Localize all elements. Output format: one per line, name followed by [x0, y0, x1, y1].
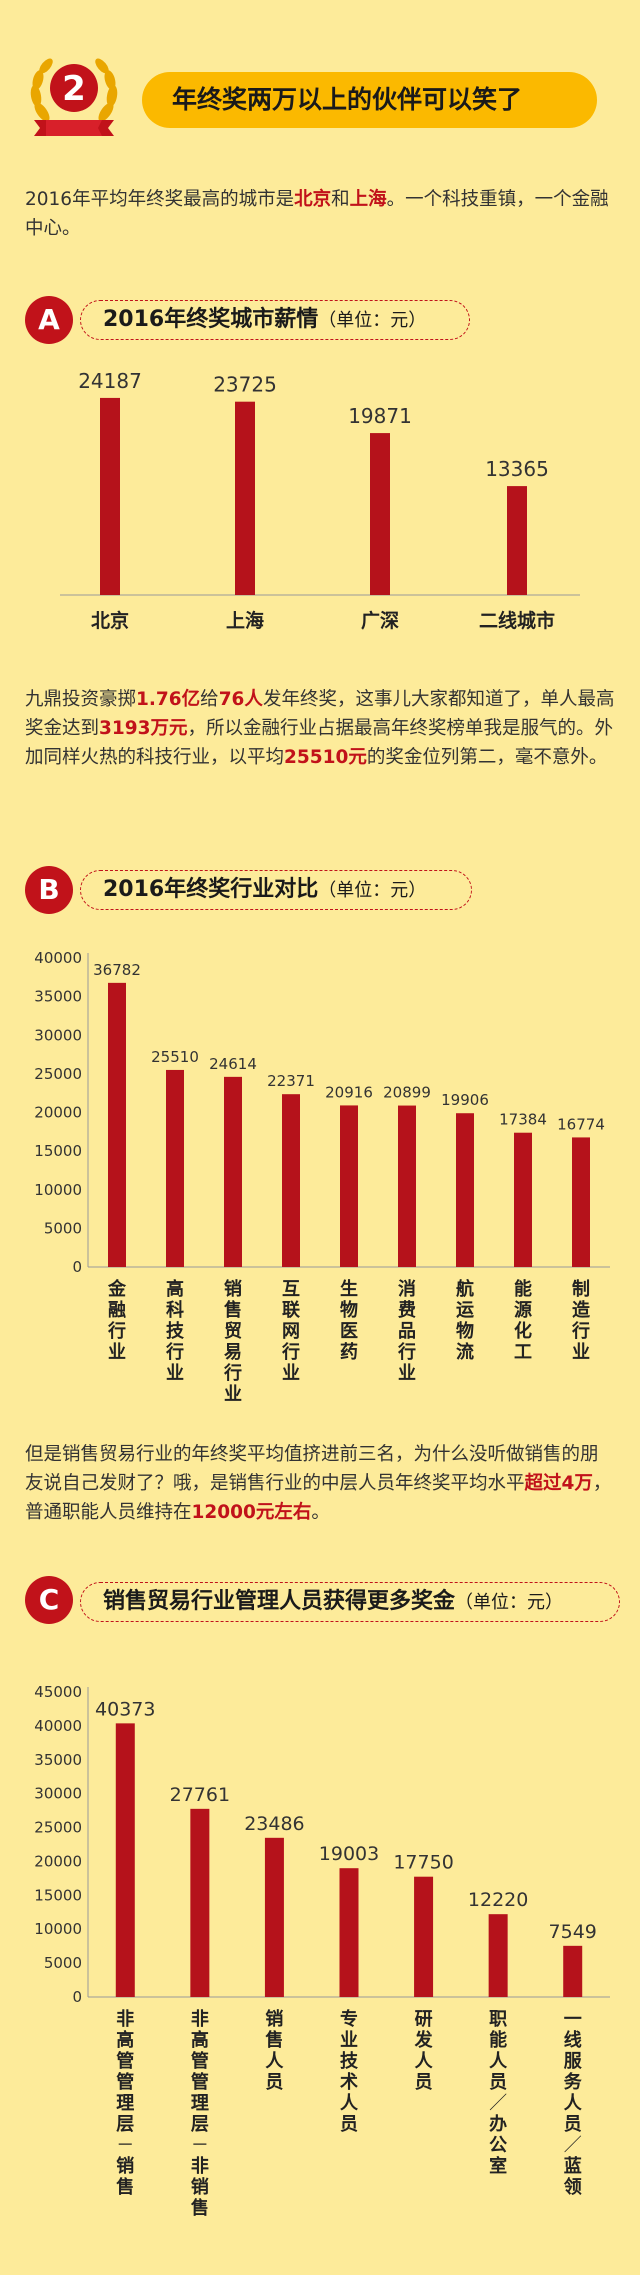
y-tick-label: 10000	[34, 1920, 82, 1938]
category-label: 互联网行业	[281, 1279, 300, 1384]
ranking-badge-icon: 2	[30, 58, 118, 136]
bar	[340, 1105, 358, 1267]
category-label: 生物医药	[340, 1278, 358, 1363]
data-label: 17384	[499, 1111, 547, 1129]
y-tick-label: 30000	[34, 1026, 82, 1044]
y-tick-label: 5000	[44, 1219, 82, 1237]
category-label: 制造行业	[571, 1279, 590, 1363]
category-label: 消费品行业	[397, 1278, 416, 1384]
y-tick-label: 15000	[34, 1142, 82, 1160]
bar	[514, 1132, 532, 1267]
data-label: 40373	[95, 1698, 155, 1720]
data-label: 36782	[93, 961, 141, 979]
data-label: 19871	[348, 404, 412, 428]
bar	[166, 1069, 184, 1267]
category-label: 航运物流	[456, 1278, 474, 1363]
bar	[282, 1094, 300, 1267]
category-label: 销售贸易行业	[223, 1278, 242, 1405]
bar	[414, 1876, 434, 1997]
section-a-title: 2016年终奖城市薪情（单位：元）	[80, 300, 470, 340]
data-label: 23725	[213, 373, 277, 397]
header-title: 年终奖两万以上的伙伴可以笑了	[142, 72, 597, 128]
bar	[456, 1113, 474, 1267]
data-label: 7549	[549, 1921, 597, 1943]
bar	[264, 1837, 284, 1997]
y-tick-label: 45000	[34, 1683, 82, 1701]
bar	[398, 1105, 416, 1267]
paragraph-sales: 但是销售贸易行业的年终奖平均值挤进前三名，为什么没听做销售的朋友说自己发财了？哦…	[25, 1444, 612, 1523]
bar	[235, 401, 255, 595]
y-tick-label: 15000	[34, 1886, 82, 1904]
city-shanghai: 上海	[349, 189, 387, 210]
data-label: 13365	[485, 457, 549, 481]
data-label: 24614	[209, 1055, 257, 1073]
bar	[224, 1076, 242, 1267]
data-label: 25510	[151, 1048, 199, 1066]
bar	[507, 486, 527, 595]
y-tick-label: 20000	[34, 1852, 82, 1870]
bar	[488, 1914, 508, 1997]
bar	[108, 982, 126, 1267]
data-label: 23486	[244, 1813, 304, 1835]
category-label: 北京	[91, 609, 129, 632]
city-beijing: 北京	[294, 189, 332, 210]
y-tick-label: 40000	[34, 949, 82, 967]
y-tick-label: 5000	[44, 1954, 82, 1972]
data-label: 20899	[383, 1084, 431, 1102]
section-b-title: 2016年终奖行业对比（单位：元）	[80, 870, 472, 910]
data-label: 27761	[170, 1784, 230, 1806]
y-tick-label: 0	[72, 1988, 82, 2006]
category-label: 金融行业	[107, 1278, 127, 1363]
badge-number: 2	[62, 69, 86, 109]
category-label: 职能人员／办公室	[489, 2009, 508, 2177]
category-label: 销售人员	[265, 2008, 284, 2093]
chart-industry-bonus: 0 5000 10000 15000 20000 25000 30000 35000 40000…	[34, 949, 610, 1405]
section-c-title: 销售贸易行业管理人员获得更多奖金（单位：元）	[80, 1582, 620, 1622]
category-label: 一线服务人员／蓝领	[564, 2009, 583, 2198]
bar	[370, 433, 390, 595]
chart-city-bonus: 24187 北京 23725 上海 19871 广深 13365 二线城市	[60, 369, 580, 632]
intro-paragraph: 2016年平均年终奖最高的城市是北京和上海。一个科技重镇，一个金融中心。	[25, 189, 609, 239]
y-tick-label: 25000	[34, 1065, 82, 1083]
bar	[339, 1868, 359, 1997]
y-tick-label: 35000	[34, 1751, 82, 1769]
data-label: 24187	[78, 369, 142, 393]
category-label: 广深	[361, 609, 399, 632]
category-label: 研发人员	[414, 2009, 434, 2093]
section-a-badge: A	[25, 296, 73, 344]
paragraph-finance: 九鼎投资豪掷1.76亿给76人发年终奖，这事儿大家都知道了，单人最高奖金达到31…	[25, 689, 615, 768]
data-label: 19906	[441, 1091, 489, 1109]
y-tick-label: 0	[72, 1258, 82, 1276]
data-label: 12220	[468, 1889, 528, 1911]
bar	[572, 1137, 590, 1267]
bar	[100, 397, 120, 595]
y-tick-label: 30000	[34, 1785, 82, 1803]
y-tick-label: 35000	[34, 988, 82, 1006]
category-label: 上海	[226, 609, 264, 632]
category-label: 高科技行业	[165, 1278, 185, 1384]
y-tick-label: 10000	[34, 1181, 82, 1199]
category-label: 非高管管理层－销售	[116, 2008, 134, 2198]
data-label: 17750	[393, 1852, 453, 1874]
data-label: 19003	[319, 1843, 379, 1865]
y-tick-label: 25000	[34, 1819, 82, 1837]
section-b-badge: B	[25, 866, 73, 914]
data-label: 20916	[325, 1083, 373, 1101]
bar	[115, 1723, 135, 1997]
category-label: 非高管管理层－非销售	[191, 2008, 209, 2219]
category-label: 能源化工	[514, 1278, 532, 1363]
section-c-badge: C	[25, 1576, 73, 1624]
data-label: 22371	[267, 1072, 315, 1090]
bar	[190, 1808, 210, 1997]
bar	[563, 1945, 583, 1997]
category-label: 专业技术人员	[340, 2008, 359, 2135]
y-tick-label: 20000	[34, 1104, 82, 1122]
chart-sales-roles-bonus: 0 5000 10000 15000 20000 25000 30000 35000 40000…	[34, 1683, 610, 2219]
y-tick-label: 40000	[34, 1717, 82, 1735]
data-label: 16774	[557, 1115, 605, 1133]
category-label: 二线城市	[479, 609, 555, 632]
